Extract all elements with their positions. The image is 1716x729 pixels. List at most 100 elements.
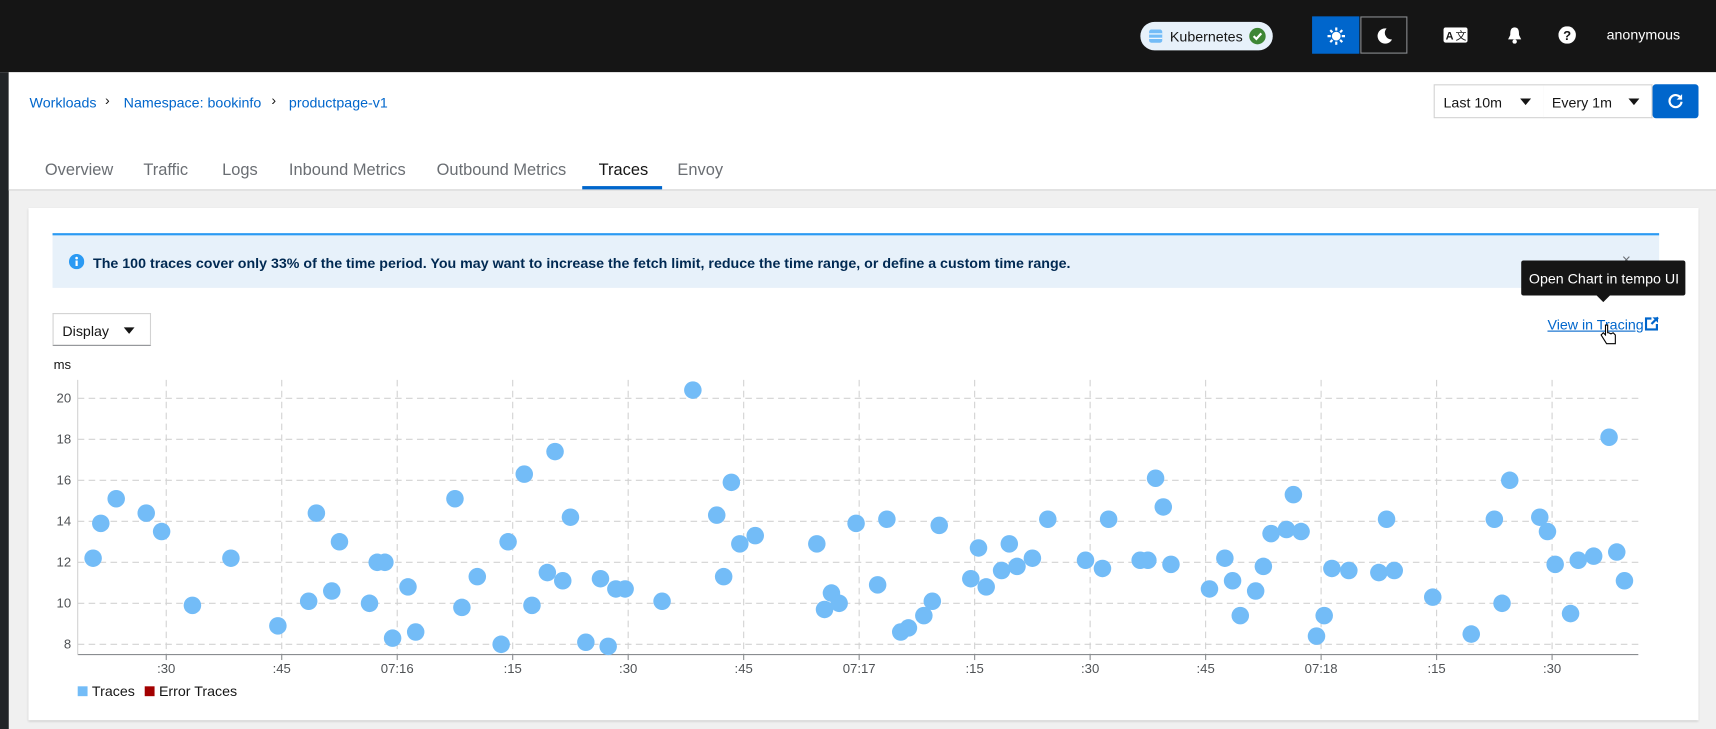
caret — [1520, 98, 1532, 106]
tab[interactable]: Traffic — [143, 160, 189, 180]
y-axis-label: ms — [54, 357, 72, 372]
external-link-icon[interactable] — [1644, 316, 1659, 331]
trace-point — [868, 576, 887, 594]
info-icon — [68, 253, 85, 270]
mouse-cursor — [1600, 324, 1616, 345]
tab[interactable]: Inbound Metrics — [288, 160, 406, 180]
moon-icon — [1377, 28, 1393, 44]
trace-point — [923, 592, 942, 611]
caret — [1628, 98, 1640, 106]
tooltip-text: Open Chart in tempo UI — [1528, 270, 1680, 287]
trace-point — [1423, 588, 1442, 606]
trace-point — [746, 526, 764, 545]
trace-point — [1340, 561, 1358, 580]
refresh-interval-value: Every 1m — [1551, 94, 1612, 111]
trace-point — [92, 514, 110, 533]
alert-text: The 100 traces cover only 33% of the tim… — [93, 255, 1071, 272]
trace-point — [84, 549, 102, 567]
user-menu[interactable]: anonymous — [1606, 26, 1681, 43]
x-tick-label: :45 — [735, 661, 753, 676]
trace-point — [1370, 563, 1388, 582]
trace-point — [1615, 572, 1634, 590]
trace-point — [492, 635, 510, 654]
trace-point — [1485, 510, 1504, 529]
trace-point — [707, 506, 726, 524]
sun-icon — [1327, 27, 1346, 45]
trace-point — [152, 522, 171, 541]
notifications-icon[interactable] — [1507, 26, 1522, 44]
tab[interactable]: Logs — [222, 160, 258, 180]
y-tick-label: 12 — [57, 555, 72, 570]
x-tick-label: :45 — [273, 661, 291, 676]
trace-point — [1039, 510, 1057, 529]
view-in-tracing-link[interactable]: View in Tracing — [1547, 316, 1644, 333]
trace-point — [591, 569, 610, 588]
trace-point — [499, 533, 517, 551]
trace-point — [1262, 524, 1280, 543]
trace-point — [915, 606, 933, 625]
trace-point — [1200, 580, 1219, 598]
trace-point — [808, 535, 826, 553]
trace-point — [1231, 606, 1250, 625]
help-icon[interactable]: ? — [1558, 26, 1576, 44]
legend-swatch — [77, 686, 88, 697]
trace-point — [653, 592, 671, 611]
trace-point — [446, 489, 464, 508]
trace-point — [1000, 535, 1019, 553]
x-tick-label: :45 — [1197, 661, 1215, 676]
trace-point — [538, 563, 557, 582]
trace-point — [1584, 547, 1603, 565]
time-range-select[interactable]: Last 10m — [1433, 84, 1545, 119]
trace-point — [599, 637, 617, 656]
tab[interactable]: Envoy — [677, 160, 724, 180]
alert-close[interactable]: × — [1621, 250, 1631, 269]
trace-point — [977, 578, 995, 596]
trace-point — [468, 567, 487, 586]
x-tick-label: 07:16 — [381, 661, 414, 676]
tooltip: Open Chart in tempo UI — [1521, 260, 1686, 303]
trace-point — [969, 539, 988, 557]
trace-point — [330, 533, 349, 551]
x-tick-label: :30 — [1081, 661, 1099, 676]
trace-point — [1292, 522, 1310, 541]
trace-point — [523, 596, 541, 615]
svg-text:?: ? — [1563, 28, 1571, 43]
light-theme-button[interactable] — [1312, 16, 1360, 54]
trace-point — [137, 504, 155, 522]
trace-point — [962, 569, 980, 588]
legend-swatch — [144, 686, 155, 697]
tab[interactable]: Traces — [598, 160, 649, 180]
trace-point — [183, 596, 202, 615]
trace-point — [1608, 543, 1626, 561]
caret — [123, 327, 135, 334]
refresh-interval-select[interactable]: Every 1m — [1543, 84, 1653, 119]
refresh-icon — [1668, 94, 1683, 109]
page-header — [8, 72, 1716, 191]
cluster-badge: Kubernetes — [1140, 21, 1273, 51]
refresh-button[interactable] — [1652, 84, 1699, 119]
y-tick-label: 8 — [64, 637, 71, 652]
breadcrumb-current: productpage-v1 — [288, 94, 388, 111]
x-tick-label: :30 — [157, 661, 175, 676]
tab[interactable]: Overview — [44, 160, 114, 180]
trace-point — [222, 549, 240, 567]
trace-point — [1008, 557, 1026, 576]
dark-theme-button[interactable] — [1360, 16, 1408, 54]
tab[interactable]: Outbound Metrics — [436, 160, 567, 180]
trace-point — [1538, 522, 1557, 541]
trace-point — [815, 600, 834, 619]
breadcrumb-separator: › — [105, 91, 110, 109]
trace-point — [1315, 606, 1333, 625]
traces-card — [28, 207, 1699, 721]
breadcrumb-link[interactable]: Workloads — [29, 94, 97, 111]
display-select[interactable]: Display — [52, 313, 152, 346]
cluster-name: Kubernetes — [1169, 28, 1243, 45]
trace-point — [1223, 572, 1242, 590]
trace-point — [847, 514, 865, 533]
y-tick-label: 16 — [57, 473, 72, 488]
breadcrumb-link[interactable]: Namespace: bookinfo — [123, 94, 262, 111]
trace-point — [1146, 469, 1165, 487]
display-select-label: Display — [62, 322, 110, 340]
